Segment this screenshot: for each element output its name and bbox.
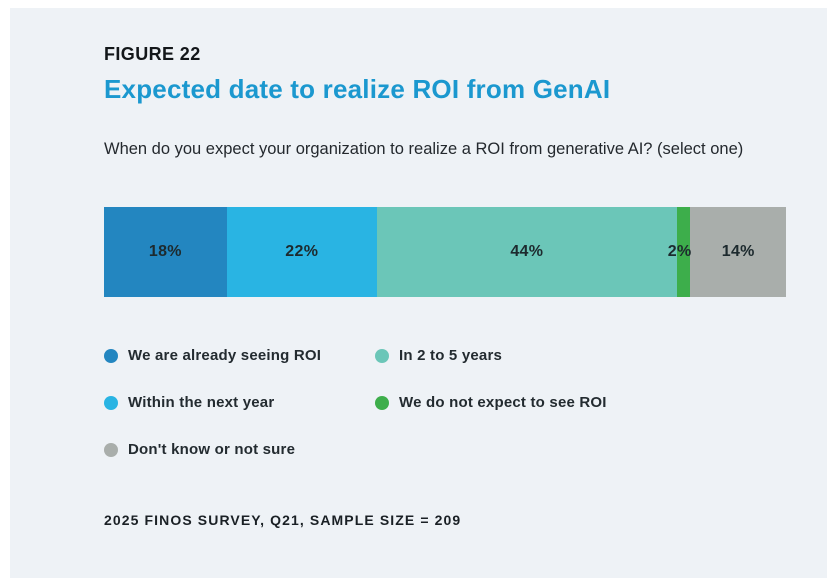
stacked-bar: 18% 22% 44% 2% 14% <box>104 207 786 298</box>
legend-item: Within the next year <box>104 394 375 411</box>
legend-item-label: We do not expect to see ROI <box>399 394 607 412</box>
bar-segment: 44% <box>376 207 677 298</box>
source-note: 2025 FINOS SURVEY, Q21, SAMPLE SIZE = 20… <box>104 512 462 529</box>
legend-dot-icon <box>375 348 389 363</box>
legend-dot-icon <box>104 442 118 457</box>
legend-item: In 2 to 5 years <box>375 347 724 364</box>
legend-item-label: Don't know or not sure <box>128 441 296 459</box>
bar-segment: 2% <box>668 207 691 298</box>
figure-content: FIGURE 22 Expected date to realize ROI f… <box>10 8 827 528</box>
bar-segment-value-label: 18% <box>148 243 182 261</box>
bar-segment-value-label: 2% <box>667 243 692 261</box>
legend-item-label: In 2 to 5 years <box>399 347 503 365</box>
survey-question-text: When do you expect your organization to … <box>104 140 744 158</box>
legend-dot-icon <box>104 348 118 363</box>
legend-item: We do not expect to see ROI <box>375 394 724 411</box>
legend-item-label: Within the next year <box>128 394 275 412</box>
bar-segment-value-label: 14% <box>721 243 755 261</box>
figure-title: Expected date to realize ROI from GenAI <box>104 74 611 104</box>
bar-segment-value-label: 22% <box>285 243 319 261</box>
figure-number-label: FIGURE 22 <box>104 44 201 64</box>
legend-dot-icon <box>375 395 389 410</box>
chart-area: 18% 22% 44% 2% 14% <box>104 207 786 298</box>
legend-item: Don't know or not sure <box>104 441 375 458</box>
chart-legend: We are already seeing ROI In 2 to 5 years… <box>104 347 724 458</box>
figure-panel: FIGURE 22 Expected date to realize ROI f… <box>10 8 827 578</box>
bar-segment: 18% <box>104 207 227 298</box>
legend-item-label: We are already seeing ROI <box>128 347 322 365</box>
legend-dot-icon <box>104 395 118 410</box>
bar-segment: 22% <box>226 207 377 298</box>
bar-segment: 14% <box>690 207 786 298</box>
legend-item: We are already seeing ROI <box>104 347 375 364</box>
bar-segment-value-label: 44% <box>510 243 544 261</box>
